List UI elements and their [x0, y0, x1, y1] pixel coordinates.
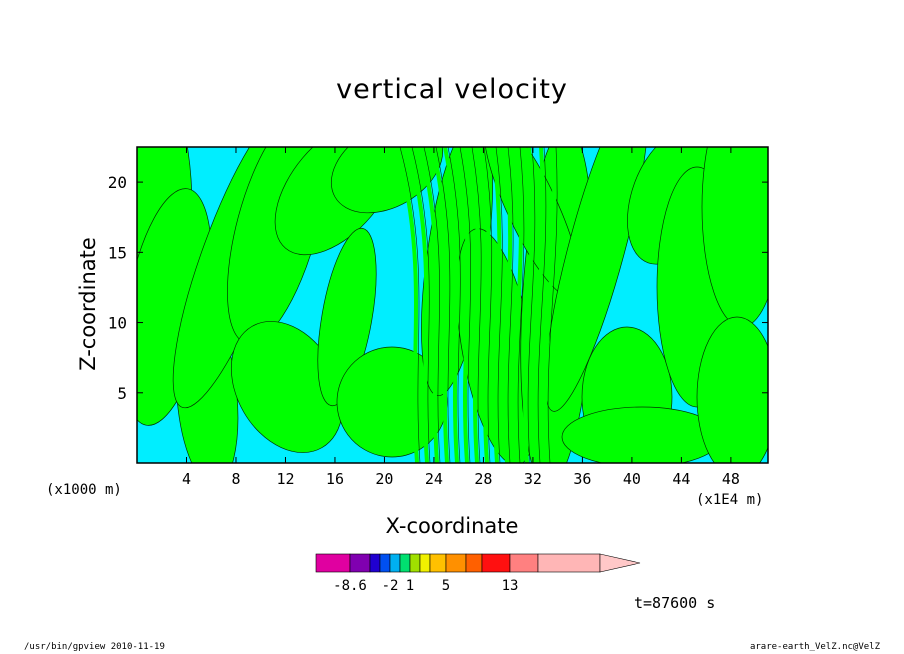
- y-axis: 5 10 15 20: [108, 173, 768, 403]
- x-tick-label: 36: [573, 470, 591, 488]
- colorbar-arrow: [599, 553, 641, 573]
- colorbar-swatch: [509, 553, 539, 573]
- colorbar-swatch: [429, 553, 447, 573]
- x-tick-label: 40: [623, 470, 641, 488]
- x-tick-label: 28: [474, 470, 492, 488]
- plot-frame: [136, 146, 769, 464]
- colorbar-label: -8.6: [333, 578, 367, 594]
- y-tick-label: 5: [117, 384, 127, 403]
- colorbar-swatch: [315, 553, 351, 573]
- velocity-field: [137, 147, 768, 463]
- x-tick-label: 24: [425, 470, 443, 488]
- time-label: t=87600 s: [634, 594, 716, 612]
- colorbar: -8.6 -2 1 5 13: [315, 553, 641, 594]
- colorbar-swatch: [419, 553, 431, 573]
- x-tick-label: 44: [672, 470, 690, 488]
- y-tick-label: 10: [108, 314, 127, 333]
- y-tick-label: 15: [108, 243, 127, 262]
- colorbar-swatch: [369, 553, 381, 573]
- y-axis-label: Z-coordinate: [76, 237, 100, 371]
- x-tick-label: 8: [231, 470, 240, 488]
- x-tick-label: 20: [375, 470, 393, 488]
- colorbar-label: 5: [442, 578, 450, 594]
- footer-right: arare-earth_VelZ.nc@VelZ: [749, 642, 880, 652]
- colorbar-label: 13: [502, 578, 519, 594]
- colorbar-swatch: [465, 553, 483, 573]
- colorbar-swatch: [537, 553, 601, 573]
- x-tick-label: 4: [182, 470, 191, 488]
- x-scale-label: (x1E4 m): [696, 492, 764, 508]
- footer-left: /usr/bin/gpview 2010-11-19: [24, 642, 165, 652]
- colorbar-swatch: [445, 553, 467, 573]
- colorbar-swatch: [409, 553, 421, 573]
- x-axis: 4 8 12 16 20 24 28 32 36 40 44 48: [182, 147, 740, 488]
- x-tick-label: 16: [326, 470, 344, 488]
- chart-title: vertical velocity: [336, 74, 568, 105]
- x-tick-label: 12: [276, 470, 294, 488]
- colorbar-swatch: [349, 553, 371, 573]
- colorbar-label: 1: [406, 578, 414, 594]
- x-tick-label: 32: [524, 470, 542, 488]
- y-tick-label: 20: [108, 173, 127, 192]
- colorbar-label: -2: [382, 578, 399, 594]
- colorbar-swatch: [379, 553, 391, 573]
- colorbar-swatch: [389, 553, 401, 573]
- x-unit-label: (x1000 m): [46, 482, 122, 498]
- colorbar-swatch: [399, 553, 411, 573]
- colorbar-swatch: [481, 553, 511, 573]
- x-tick-label: 48: [722, 470, 740, 488]
- x-axis-label: X-coordinate: [385, 514, 519, 538]
